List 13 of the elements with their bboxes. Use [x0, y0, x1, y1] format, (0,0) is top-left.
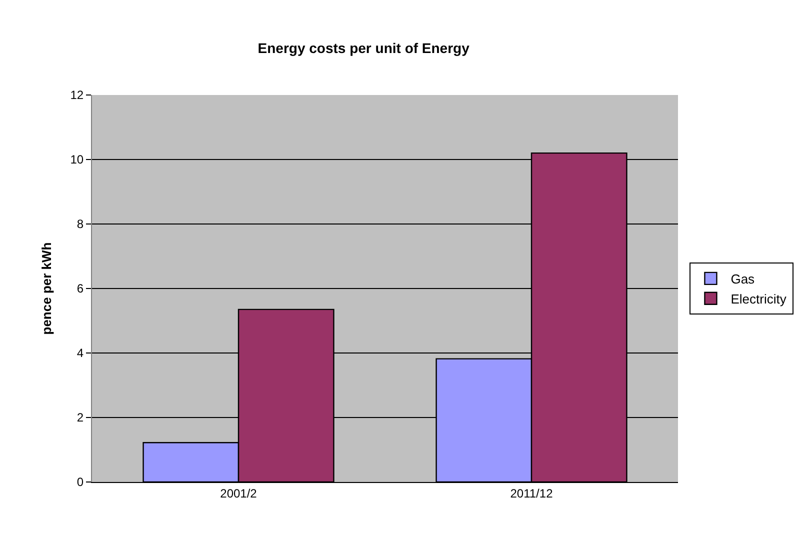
y-tick-label: 12 — [70, 88, 84, 102]
x-tick-label: 2001/2 — [220, 486, 258, 500]
chart-title: Energy costs per unit of Energy — [258, 40, 470, 56]
y-axis-title: pence per kWh — [39, 242, 54, 335]
y-tick-label: 4 — [76, 346, 84, 360]
y-tick-label: 10 — [70, 152, 84, 167]
y-tick-label: 6 — [76, 282, 84, 296]
y-tick-label: 2 — [76, 410, 84, 425]
legend-label: Gas — [730, 272, 756, 287]
y-tick-label: 8 — [76, 217, 84, 232]
legend-label: Electricity — [730, 291, 787, 306]
y-tick-label: 0 — [76, 475, 84, 490]
x-tick-label: 2011/12 — [510, 486, 554, 500]
